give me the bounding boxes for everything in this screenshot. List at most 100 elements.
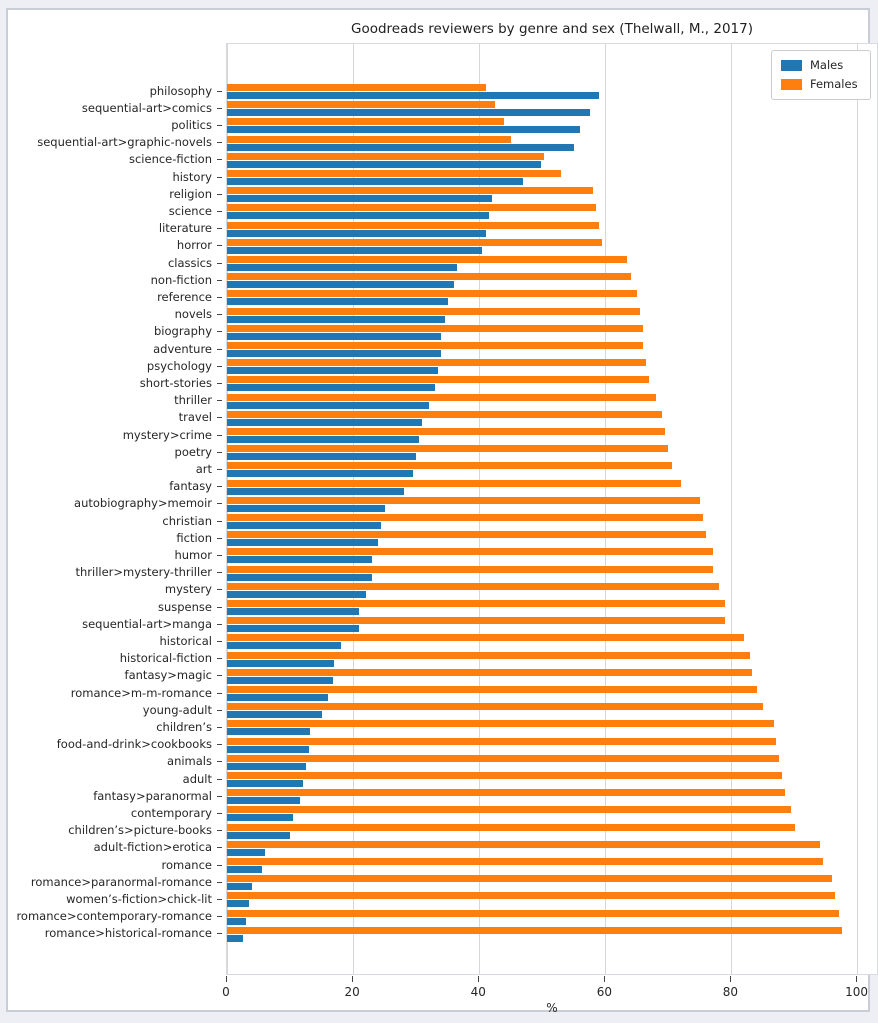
gridline-80 [730,44,732,974]
bar-males [227,109,590,117]
x-tick-mark-0 [225,976,227,982]
bar-males [227,92,600,99]
bar-females [227,840,820,848]
bar-females [227,668,752,676]
y-tick-mark [217,675,222,677]
x-axis: 0 20 40 60 80 100 [222,975,878,1015]
bar-males [227,522,382,529]
plot-area [226,43,878,975]
category-label: romance>m-m-romance [70,685,212,700]
category-label: science-fiction [128,152,212,167]
category-label: sequential-art>comics [81,100,212,115]
bar-females [227,256,628,263]
y-axis-labels: philosophy sequential-art>comics politics s… [8,43,222,975]
y-tick-mark [217,744,222,746]
y-tick-mark [217,193,222,195]
bar-males [227,642,341,650]
category-label: food-and-drink>cookbooks [56,737,212,752]
bar-females [227,170,562,177]
bar-males [227,866,262,873]
category-label: autobiography>memoir [74,496,212,511]
bar-males [227,367,439,375]
bar-males [227,418,423,426]
bar-males [227,160,542,168]
y-tick-mark [217,90,222,92]
bar-males [227,659,335,667]
y-tick-mark [217,864,222,866]
legend: Males Females [771,50,871,100]
y-tick-mark [217,898,222,900]
bar-males [227,625,360,633]
category-label: non-fiction [150,272,212,287]
bar-males [227,212,489,220]
y-tick-mark [217,365,222,367]
bar-males [227,848,265,856]
y-tick-mark [217,623,222,625]
category-label: religion [169,186,212,201]
category-label: philosophy [149,83,212,98]
bar-males [227,762,306,770]
y-tick-mark [217,537,222,539]
y-tick-mark [217,554,222,556]
bar-males [227,264,458,271]
bar-males [227,470,413,478]
bar-females [227,703,763,711]
x-tick-label-60: 60 [596,985,612,999]
bar-males [227,315,445,323]
category-label: humor [174,547,212,562]
category-label: politics [171,117,212,132]
y-tick-mark [217,228,222,230]
bar-females [227,118,505,126]
bar-females [227,686,757,693]
bar-males [227,436,420,443]
bar-females [227,238,603,246]
bar-males [227,556,373,564]
category-label: biography [154,324,212,339]
bar-females [227,462,672,470]
bar-females [227,479,681,487]
bar-males [227,453,417,461]
bar-males [227,728,311,736]
category-label: children’s [156,719,212,734]
category-label: horror [176,238,212,253]
bar-females [227,565,713,573]
bar-males [227,487,404,495]
category-label: fiction [176,530,212,545]
bar-females [227,84,486,91]
category-label: reference [157,289,212,304]
bar-females [227,221,600,229]
bar-males [227,298,448,306]
y-tick-mark [217,210,222,212]
x-tick-mark-80 [729,976,731,982]
legend-item-females: Females [781,76,861,92]
category-label: fantasy>paranormal [93,788,212,803]
bar-males [227,504,385,512]
y-tick-mark [217,468,222,470]
bar-females [227,806,792,814]
category-label: romance>paranormal-romance [30,874,212,889]
y-tick-mark [217,692,222,694]
bar-males [227,883,253,891]
bar-males [227,573,373,581]
bar-females [227,204,596,212]
category-label: adult-fiction>erotica [93,840,212,855]
bar-females [227,548,713,556]
category-label: literature [158,221,212,236]
bar-males [227,745,309,753]
category-label: novels [174,307,212,322]
bar-females [227,651,751,659]
category-label: sequential-art>graphic-novels [37,135,212,150]
bar-males [227,797,300,805]
bar-males [227,178,524,185]
y-tick-mark [217,486,222,488]
bar-males [227,332,442,340]
category-label: children’s>picture-books [68,823,212,838]
bar-females [227,909,839,917]
bar-males [227,814,294,822]
category-label: art [195,461,212,476]
y-tick-mark [217,520,222,522]
bar-males [227,590,366,598]
category-label: adventure [153,341,212,356]
y-tick-mark [217,400,222,402]
